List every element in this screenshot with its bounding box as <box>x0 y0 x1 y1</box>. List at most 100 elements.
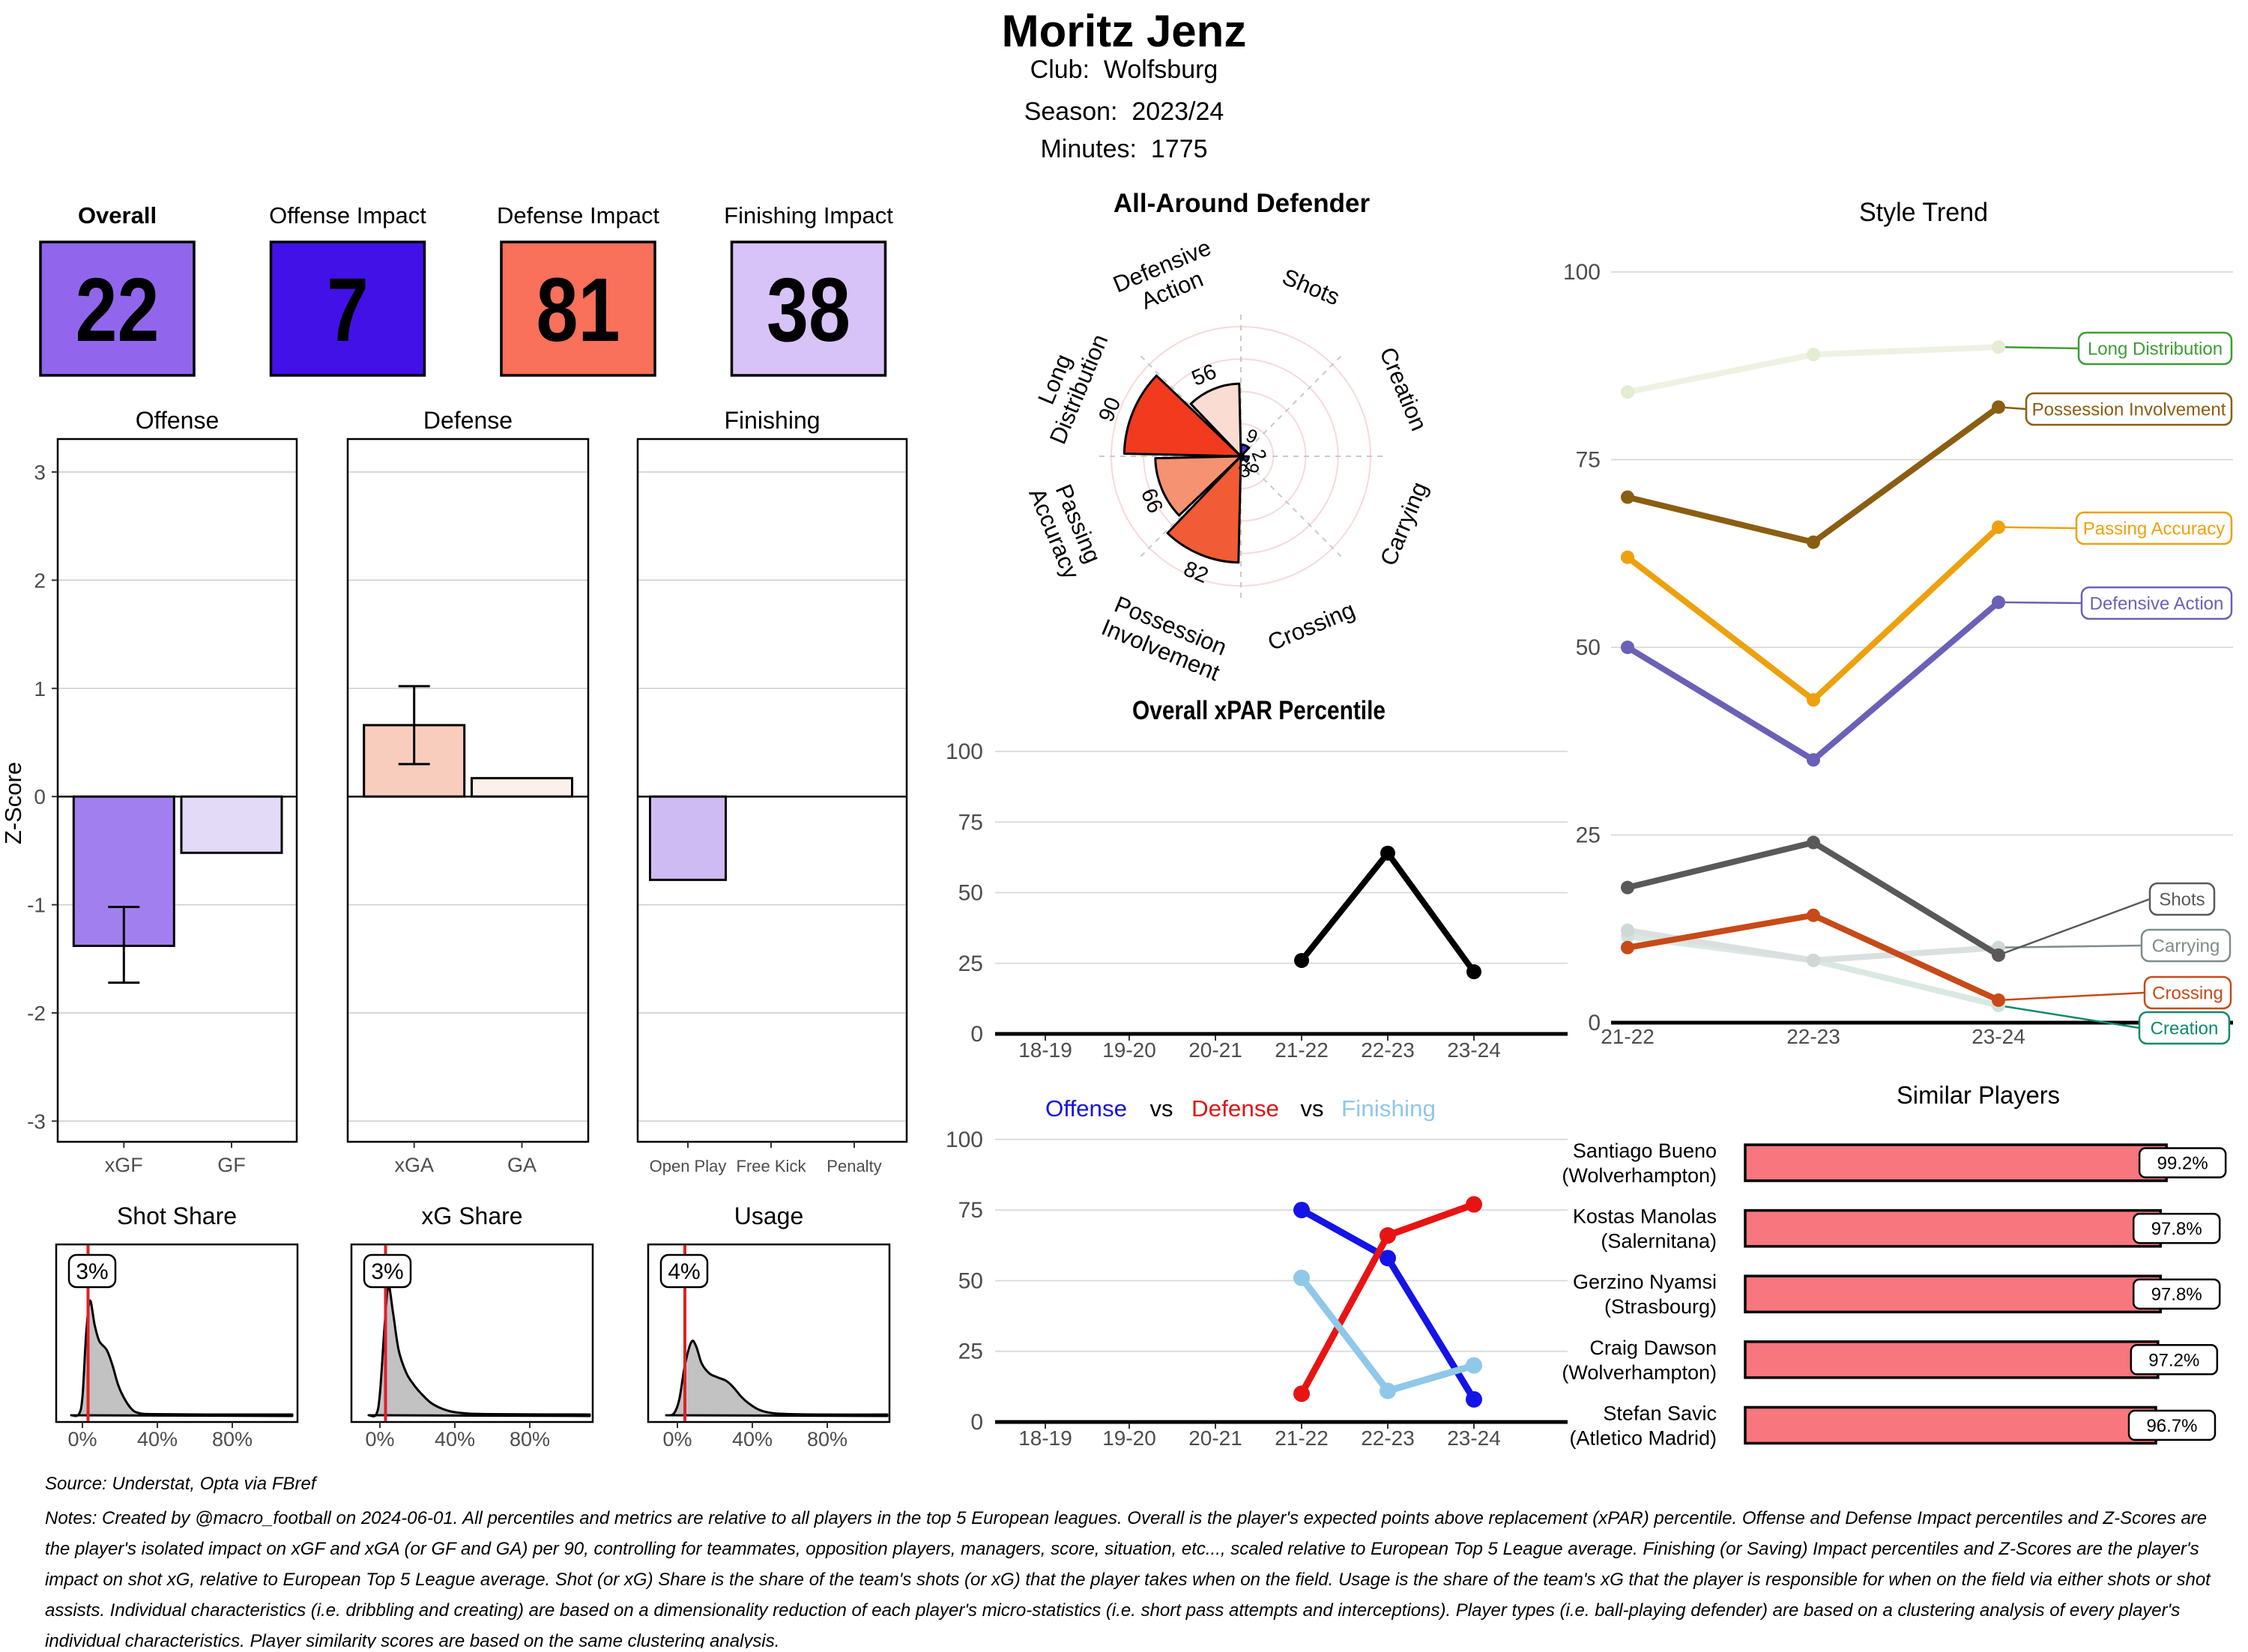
svg-text:Minutes: 1775: Minutes: 1775 <box>1040 135 1207 163</box>
svg-text:individual characteristics. Pl: individual characteristics. Player simil… <box>45 1631 779 1648</box>
svg-text:Kostas Manolas: Kostas Manolas <box>1573 1205 1717 1228</box>
svg-text:Finishing: Finishing <box>724 407 820 434</box>
svg-text:All-Around Defender: All-Around Defender <box>1114 189 1371 218</box>
svg-text:Carrying: Carrying <box>2152 937 2220 957</box>
svg-text:Moritz Jenz: Moritz Jenz <box>1002 6 1247 56</box>
svg-text:Usage: Usage <box>734 1202 804 1229</box>
svg-text:20-21: 20-21 <box>1188 1038 1242 1062</box>
svg-text:Santiago Bueno: Santiago Bueno <box>1573 1140 1717 1162</box>
svg-text:80%: 80% <box>212 1428 253 1450</box>
svg-text:(Wolverhampton): (Wolverhampton) <box>1562 1164 1717 1187</box>
svg-text:Offense Impact: Offense Impact <box>269 202 426 229</box>
svg-text:Overall: Overall <box>78 202 157 229</box>
svg-text:22-23: 22-23 <box>1361 1038 1415 1062</box>
svg-text:(Salernitana): (Salernitana) <box>1601 1230 1717 1253</box>
svg-text:25: 25 <box>958 951 983 976</box>
svg-text:23-24: 23-24 <box>1447 1038 1501 1062</box>
svg-text:Free Kick: Free Kick <box>737 1157 807 1176</box>
svg-text:40%: 40% <box>435 1428 475 1450</box>
svg-text:Finishing: Finishing <box>1341 1095 1436 1122</box>
svg-text:20-21: 20-21 <box>1188 1426 1242 1450</box>
svg-text:81: 81 <box>537 258 620 360</box>
svg-text:Crossing: Crossing <box>2152 984 2223 1004</box>
svg-text:Long Distribution: Long Distribution <box>2088 339 2223 360</box>
svg-text:Open Play: Open Play <box>650 1157 727 1176</box>
svg-text:22: 22 <box>76 258 160 360</box>
svg-text:assists. Individual characteri: assists. Individual characteristics (i.e… <box>45 1600 2180 1621</box>
svg-text:21-22: 21-22 <box>1601 1025 1655 1048</box>
svg-text:GF: GF <box>217 1154 246 1176</box>
svg-text:0: 0 <box>34 785 46 808</box>
svg-text:4%: 4% <box>668 1259 700 1284</box>
svg-text:1: 1 <box>34 677 46 701</box>
svg-text:23-24: 23-24 <box>1971 1025 2025 1048</box>
svg-text:Passing Accuracy: Passing Accuracy <box>2083 519 2225 539</box>
svg-text:(Strasbourg): (Strasbourg) <box>1604 1295 1717 1318</box>
svg-text:Style Trend: Style Trend <box>1859 198 1988 227</box>
svg-text:99.2%: 99.2% <box>2157 1154 2208 1174</box>
svg-text:impact on shot xG, relative to: impact on shot xG, relative to European … <box>45 1570 2211 1590</box>
svg-text:Possession Involvement: Possession Involvement <box>2032 400 2226 420</box>
svg-text:97.2%: 97.2% <box>2148 1350 2199 1370</box>
svg-text:Shot Share: Shot Share <box>117 1202 237 1229</box>
svg-text:25: 25 <box>958 1340 983 1364</box>
svg-text:0%: 0% <box>662 1428 692 1450</box>
svg-text:0: 0 <box>970 1410 983 1435</box>
svg-text:22-23: 22-23 <box>1786 1025 1840 1048</box>
svg-text:75: 75 <box>958 810 983 835</box>
svg-text:Offense: Offense <box>1045 1095 1127 1122</box>
svg-text:vs: vs <box>1301 1095 1324 1122</box>
svg-text:0%: 0% <box>365 1428 394 1450</box>
svg-text:Defensive Action: Defensive Action <box>2090 594 2224 614</box>
svg-text:18-19: 18-19 <box>1018 1426 1072 1450</box>
svg-text:0: 0 <box>1588 1011 1601 1035</box>
svg-text:Similar Players: Similar Players <box>1897 1081 2060 1109</box>
svg-text:100: 100 <box>1563 260 1601 285</box>
svg-text:22-23: 22-23 <box>1361 1426 1415 1450</box>
svg-text:Defense Impact: Defense Impact <box>497 202 659 229</box>
svg-text:19-20: 19-20 <box>1102 1038 1156 1062</box>
svg-text:-3: -3 <box>27 1110 46 1133</box>
svg-text:80%: 80% <box>510 1428 550 1450</box>
svg-text:96.7%: 96.7% <box>2146 1416 2197 1436</box>
svg-text:7: 7 <box>327 258 369 360</box>
svg-text:3: 3 <box>34 461 46 484</box>
svg-text:18-19: 18-19 <box>1018 1038 1072 1062</box>
svg-text:xGF: xGF <box>105 1154 143 1176</box>
svg-text:50: 50 <box>958 881 983 906</box>
svg-text:Creation: Creation <box>2151 1019 2219 1039</box>
svg-text:Season: 2023/24: Season: 2023/24 <box>1024 97 1224 126</box>
svg-text:100: 100 <box>946 739 983 764</box>
svg-text:0: 0 <box>970 1022 983 1047</box>
svg-text:80%: 80% <box>807 1428 847 1450</box>
svg-text:Stefan Savic: Stefan Savic <box>1603 1402 1717 1424</box>
svg-text:Finishing Impact: Finishing Impact <box>724 202 893 229</box>
svg-text:Offense: Offense <box>136 407 219 434</box>
svg-text:2: 2 <box>34 569 46 592</box>
svg-text:Defense: Defense <box>423 407 513 434</box>
svg-text:3%: 3% <box>76 1259 108 1284</box>
svg-text:3%: 3% <box>371 1259 403 1284</box>
svg-text:21-22: 21-22 <box>1275 1038 1329 1062</box>
svg-text:Craig Dawson: Craig Dawson <box>1589 1337 1717 1359</box>
svg-text:19-20: 19-20 <box>1102 1426 1156 1450</box>
svg-text:GA: GA <box>507 1154 537 1176</box>
svg-text:Notes: Created by @macro_footb: Notes: Created by @macro_football on 202… <box>45 1508 2207 1528</box>
svg-text:75: 75 <box>958 1198 983 1223</box>
svg-text:Shots: Shots <box>2159 890 2205 910</box>
svg-text:-2: -2 <box>27 1002 46 1025</box>
svg-text:100: 100 <box>946 1128 983 1152</box>
svg-text:xG Share: xG Share <box>421 1202 522 1229</box>
svg-text:50: 50 <box>958 1268 983 1293</box>
svg-text:38: 38 <box>767 258 850 360</box>
svg-text:(Atletico Madrid): (Atletico Madrid) <box>1569 1426 1717 1449</box>
svg-text:40%: 40% <box>137 1428 178 1450</box>
svg-text:xGA: xGA <box>394 1154 434 1176</box>
svg-text:40%: 40% <box>732 1428 773 1450</box>
svg-text:Gerzino Nyamsi: Gerzino Nyamsi <box>1573 1271 1717 1293</box>
svg-text:(Wolverhampton): (Wolverhampton) <box>1562 1361 1717 1384</box>
svg-text:97.8%: 97.8% <box>2151 1219 2202 1239</box>
svg-text:23-24: 23-24 <box>1447 1426 1501 1450</box>
svg-text:Club: Wolfsburg: Club: Wolfsburg <box>1030 55 1218 84</box>
svg-text:Defense: Defense <box>1191 1095 1279 1122</box>
